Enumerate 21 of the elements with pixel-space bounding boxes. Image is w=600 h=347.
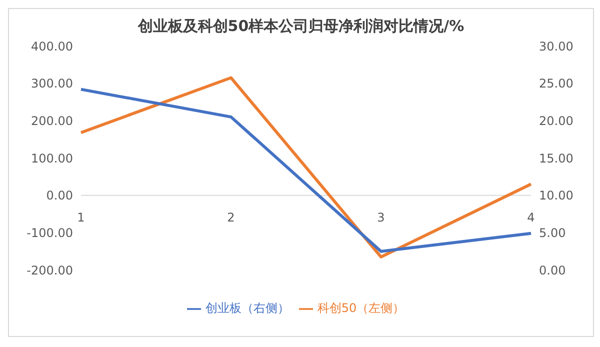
y-tick-label: 400.00 [31,39,73,54]
y-tick-label: 300.00 [31,76,73,91]
y2-tick-label: 30.00 [539,39,574,54]
x-tick-label: 1 [77,210,85,224]
chart-title: 创业板及科创50样本公司归母净利润对比情况/% [136,16,466,36]
y-tick-label: -200.00 [26,263,73,278]
legend-label: 科创50（左侧） [317,301,405,315]
x-tick-label: 3 [377,210,385,224]
y-tick-label: 200.00 [31,114,73,128]
y2-tick-label: 5.00 [539,226,566,240]
y-tick-label: 0.00 [46,188,73,203]
y-tick-label: 100.00 [31,151,73,166]
y2-tick-label: 20.00 [539,114,574,128]
y2-tick-label: 25.00 [539,76,574,91]
y2-tick-label: 15.00 [539,151,574,166]
x-tick-label: 4 [527,210,535,224]
x-tick-label: 2 [227,210,235,224]
legend-label: 创业板（右侧） [205,301,290,315]
y2-tick-label: 0.00 [539,263,566,278]
y-tick-label: -100.00 [26,226,73,240]
y2-tick-label: 10.00 [539,188,574,203]
